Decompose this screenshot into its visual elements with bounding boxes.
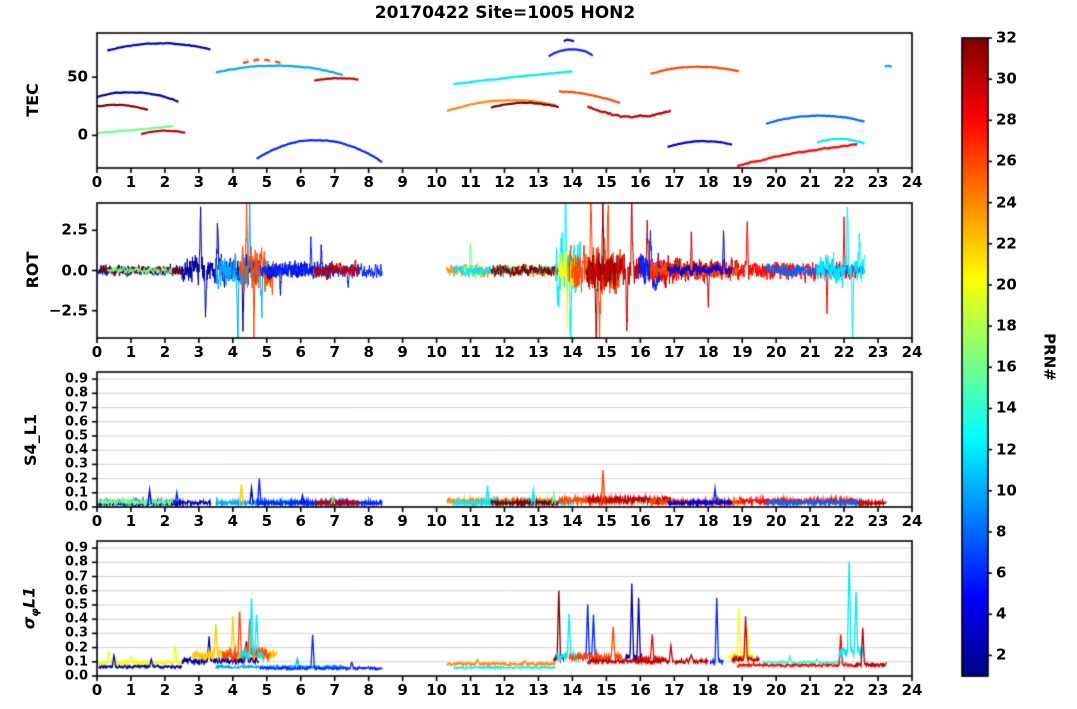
figure: 20170422 Site=1005 HON2 TEC ROT S4_L1 σφ…: [0, 0, 1077, 709]
plot-canvas: [0, 0, 1077, 709]
